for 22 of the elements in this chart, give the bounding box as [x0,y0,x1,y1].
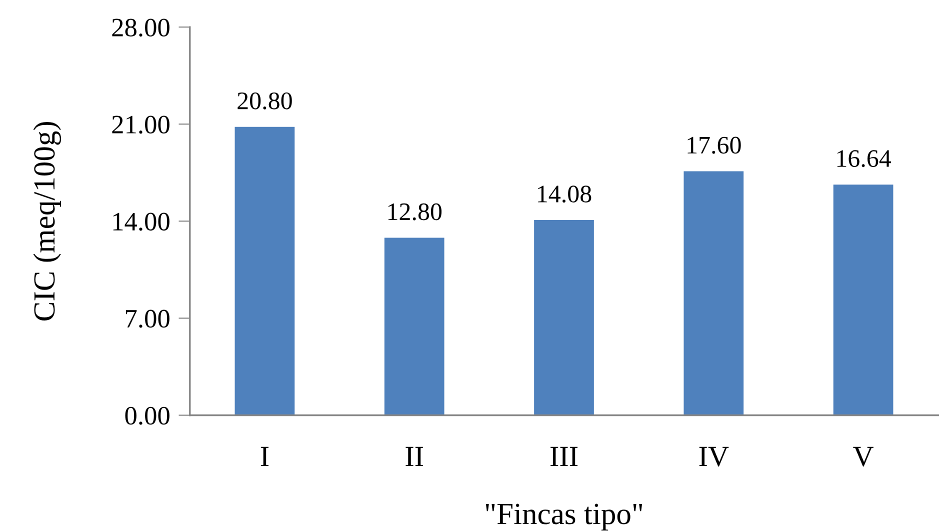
x-axis-title: "Fincas tipo" [486,504,642,531]
bar [684,171,744,416]
bar [833,184,894,416]
data-label: 16.64 [837,150,892,168]
x-tick-label: III [550,446,578,466]
data-label: 12.80 [388,203,442,220]
x-tick-label: IV [699,446,729,466]
y-tick-label: 28.00 [112,18,170,37]
data-label: 20.80 [238,92,292,110]
bar [234,126,295,416]
y-tick-label: 0.00 [125,406,170,425]
y-tick-label: 14.00 [113,212,170,231]
bar [534,220,594,416]
bar [384,238,444,416]
data-label: 17.60 [688,136,741,154]
x-tick-label: II [406,446,424,466]
y-tick-label: 21.00 [112,116,170,134]
y-tick-label: 7.00 [126,310,170,328]
x-tick-label: I [260,446,269,466]
x-tick-label: V [853,446,874,466]
y-axis-title: CIC (meq/100g) [33,122,62,320]
data-label: 14.08 [538,186,592,203]
